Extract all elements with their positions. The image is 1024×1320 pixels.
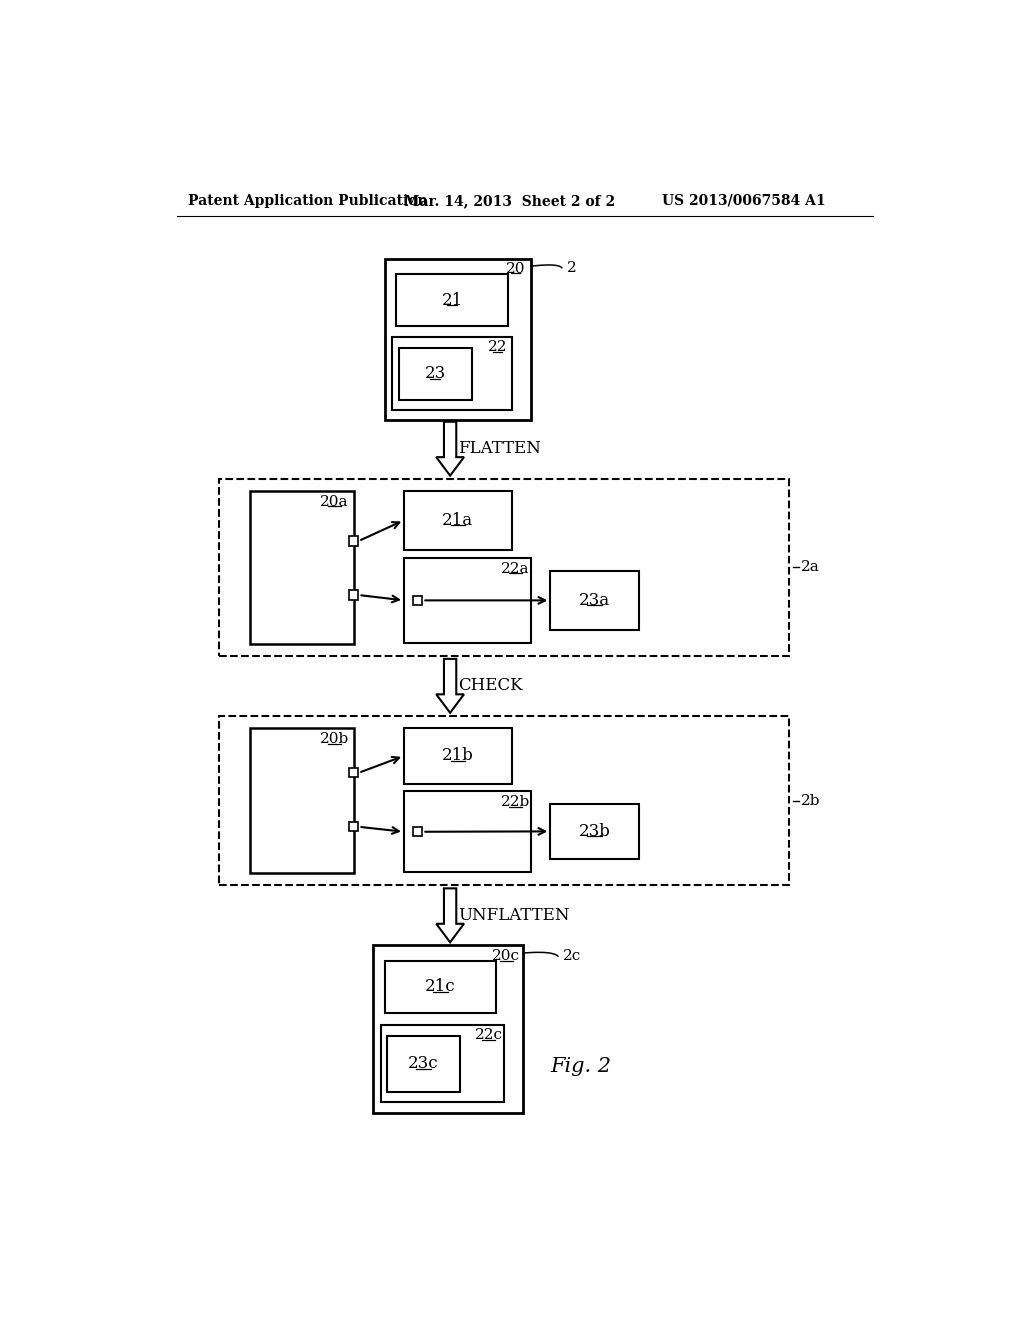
Text: 21: 21 [441, 292, 463, 309]
Bar [403, 558, 531, 643]
Bar [550, 804, 639, 859]
Bar [250, 729, 354, 873]
Text: Patent Application Publication: Patent Application Publication [188, 194, 428, 207]
Text: 21c: 21c [425, 978, 456, 995]
Bar [398, 348, 472, 400]
Polygon shape [436, 422, 464, 475]
Text: Mar. 14, 2013  Sheet 2 of 2: Mar. 14, 2013 Sheet 2 of 2 [403, 194, 615, 207]
Bar [387, 1036, 460, 1092]
Bar [349, 768, 358, 777]
Text: Fig. 2: Fig. 2 [550, 1057, 611, 1077]
Text: 20: 20 [506, 261, 525, 276]
Text: 2a: 2a [801, 560, 819, 574]
Text: 22a: 22a [502, 562, 529, 576]
Bar [219, 715, 788, 886]
Text: 20b: 20b [319, 733, 349, 746]
Text: US 2013/0067584 A1: US 2013/0067584 A1 [662, 194, 825, 207]
Text: 23b: 23b [579, 822, 610, 840]
Bar [385, 961, 497, 1014]
Bar [403, 792, 531, 873]
Bar [349, 536, 358, 545]
Text: 23: 23 [425, 366, 445, 383]
Text: 20c: 20c [493, 949, 520, 964]
Bar [403, 491, 512, 549]
Bar [550, 572, 639, 630]
Text: 22c: 22c [474, 1028, 503, 1043]
Bar [250, 491, 354, 644]
Text: CHECK: CHECK [458, 677, 522, 694]
Polygon shape [436, 888, 464, 942]
Text: 23c: 23c [409, 1056, 439, 1072]
Bar [396, 275, 508, 326]
Polygon shape [436, 659, 464, 713]
Bar [392, 337, 512, 411]
Text: 2: 2 [567, 261, 577, 275]
Text: 2c: 2c [563, 949, 582, 964]
Text: 21b: 21b [442, 747, 474, 764]
Bar [373, 945, 523, 1113]
Text: UNFLATTEN: UNFLATTEN [458, 907, 569, 924]
Text: 23a: 23a [579, 591, 610, 609]
Bar [385, 259, 531, 420]
Bar [413, 828, 422, 837]
Text: 22b: 22b [501, 795, 530, 809]
Text: 22: 22 [488, 341, 508, 354]
Text: 2b: 2b [801, 793, 820, 808]
Bar [413, 595, 422, 605]
Text: 20a: 20a [321, 495, 349, 508]
Text: FLATTEN: FLATTEN [458, 440, 541, 457]
Bar [349, 822, 358, 832]
Bar [381, 1024, 504, 1102]
Text: 21a: 21a [442, 512, 473, 529]
Bar [403, 729, 512, 784]
Bar [219, 479, 788, 656]
Bar [349, 590, 358, 599]
